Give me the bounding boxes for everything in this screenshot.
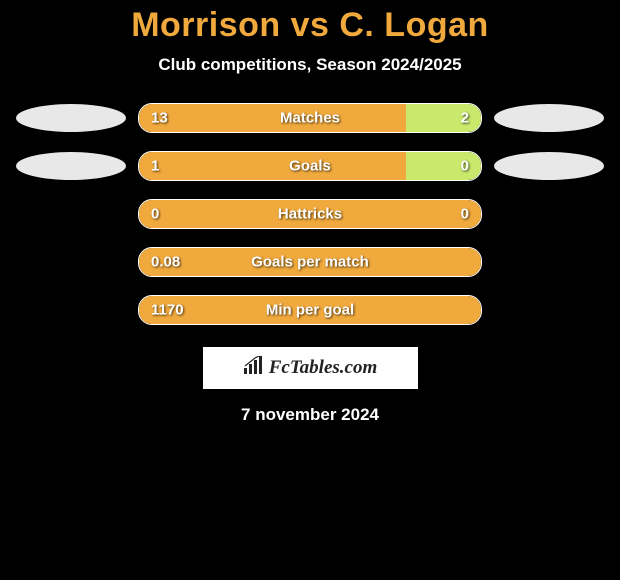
stat-bar-goals-per-match: 0.08 Goals per match: [138, 247, 482, 277]
brand-badge[interactable]: FcTables.com: [203, 347, 418, 389]
bar-left-fill: [139, 104, 406, 132]
bar-left-fill: [139, 152, 406, 180]
player-right-marker: [494, 104, 604, 132]
stat-row-goals-per-match: 0.08 Goals per match: [0, 247, 620, 277]
comparison-card: Morrison vs C. Logan Club competitions, …: [0, 6, 620, 580]
snapshot-date: 7 november 2024: [0, 405, 620, 425]
player-left-marker: [16, 104, 126, 132]
stat-right-value: 2: [461, 110, 469, 127]
stat-bar-min-per-goal: 1170 Min per goal: [138, 295, 482, 325]
stat-row-matches: 13 Matches 2: [0, 103, 620, 133]
bar-right-fill: [406, 152, 481, 180]
stat-left-value: 0.08: [151, 254, 180, 271]
stat-left-value: 0: [151, 206, 159, 223]
brand-chart-icon: [243, 356, 265, 381]
brand-inner: FcTables.com: [243, 356, 378, 381]
bar-right-fill: [406, 104, 481, 132]
stat-left-value: 13: [151, 110, 168, 127]
page-title: Morrison vs C. Logan: [0, 6, 620, 45]
stat-rows: 13 Matches 2 1 Goals 0 0 Hattricks 0 0.08 Goals pe…: [0, 103, 620, 325]
player-left-marker: [16, 152, 126, 180]
player-right-marker: [494, 152, 604, 180]
stat-center-label: Goals per match: [251, 254, 369, 271]
brand-text: FcTables.com: [269, 357, 378, 379]
stat-center-label: Goals: [289, 158, 331, 175]
stat-center-label: Min per goal: [266, 302, 354, 319]
page-subtitle: Club competitions, Season 2024/2025: [0, 55, 620, 75]
stat-right-value: 0: [461, 158, 469, 175]
stat-left-value: 1170: [151, 302, 184, 319]
stat-row-min-per-goal: 1170 Min per goal: [0, 295, 620, 325]
stat-row-goals: 1 Goals 0: [0, 151, 620, 181]
stat-row-hattricks: 0 Hattricks 0: [0, 199, 620, 229]
stat-bar-hattricks: 0 Hattricks 0: [138, 199, 482, 229]
stat-left-value: 1: [151, 158, 159, 175]
stat-bar-goals: 1 Goals 0: [138, 151, 482, 181]
stat-right-value: 0: [461, 206, 469, 223]
stat-bar-matches: 13 Matches 2: [138, 103, 482, 133]
stat-center-label: Hattricks: [278, 206, 342, 223]
stat-center-label: Matches: [280, 110, 340, 127]
